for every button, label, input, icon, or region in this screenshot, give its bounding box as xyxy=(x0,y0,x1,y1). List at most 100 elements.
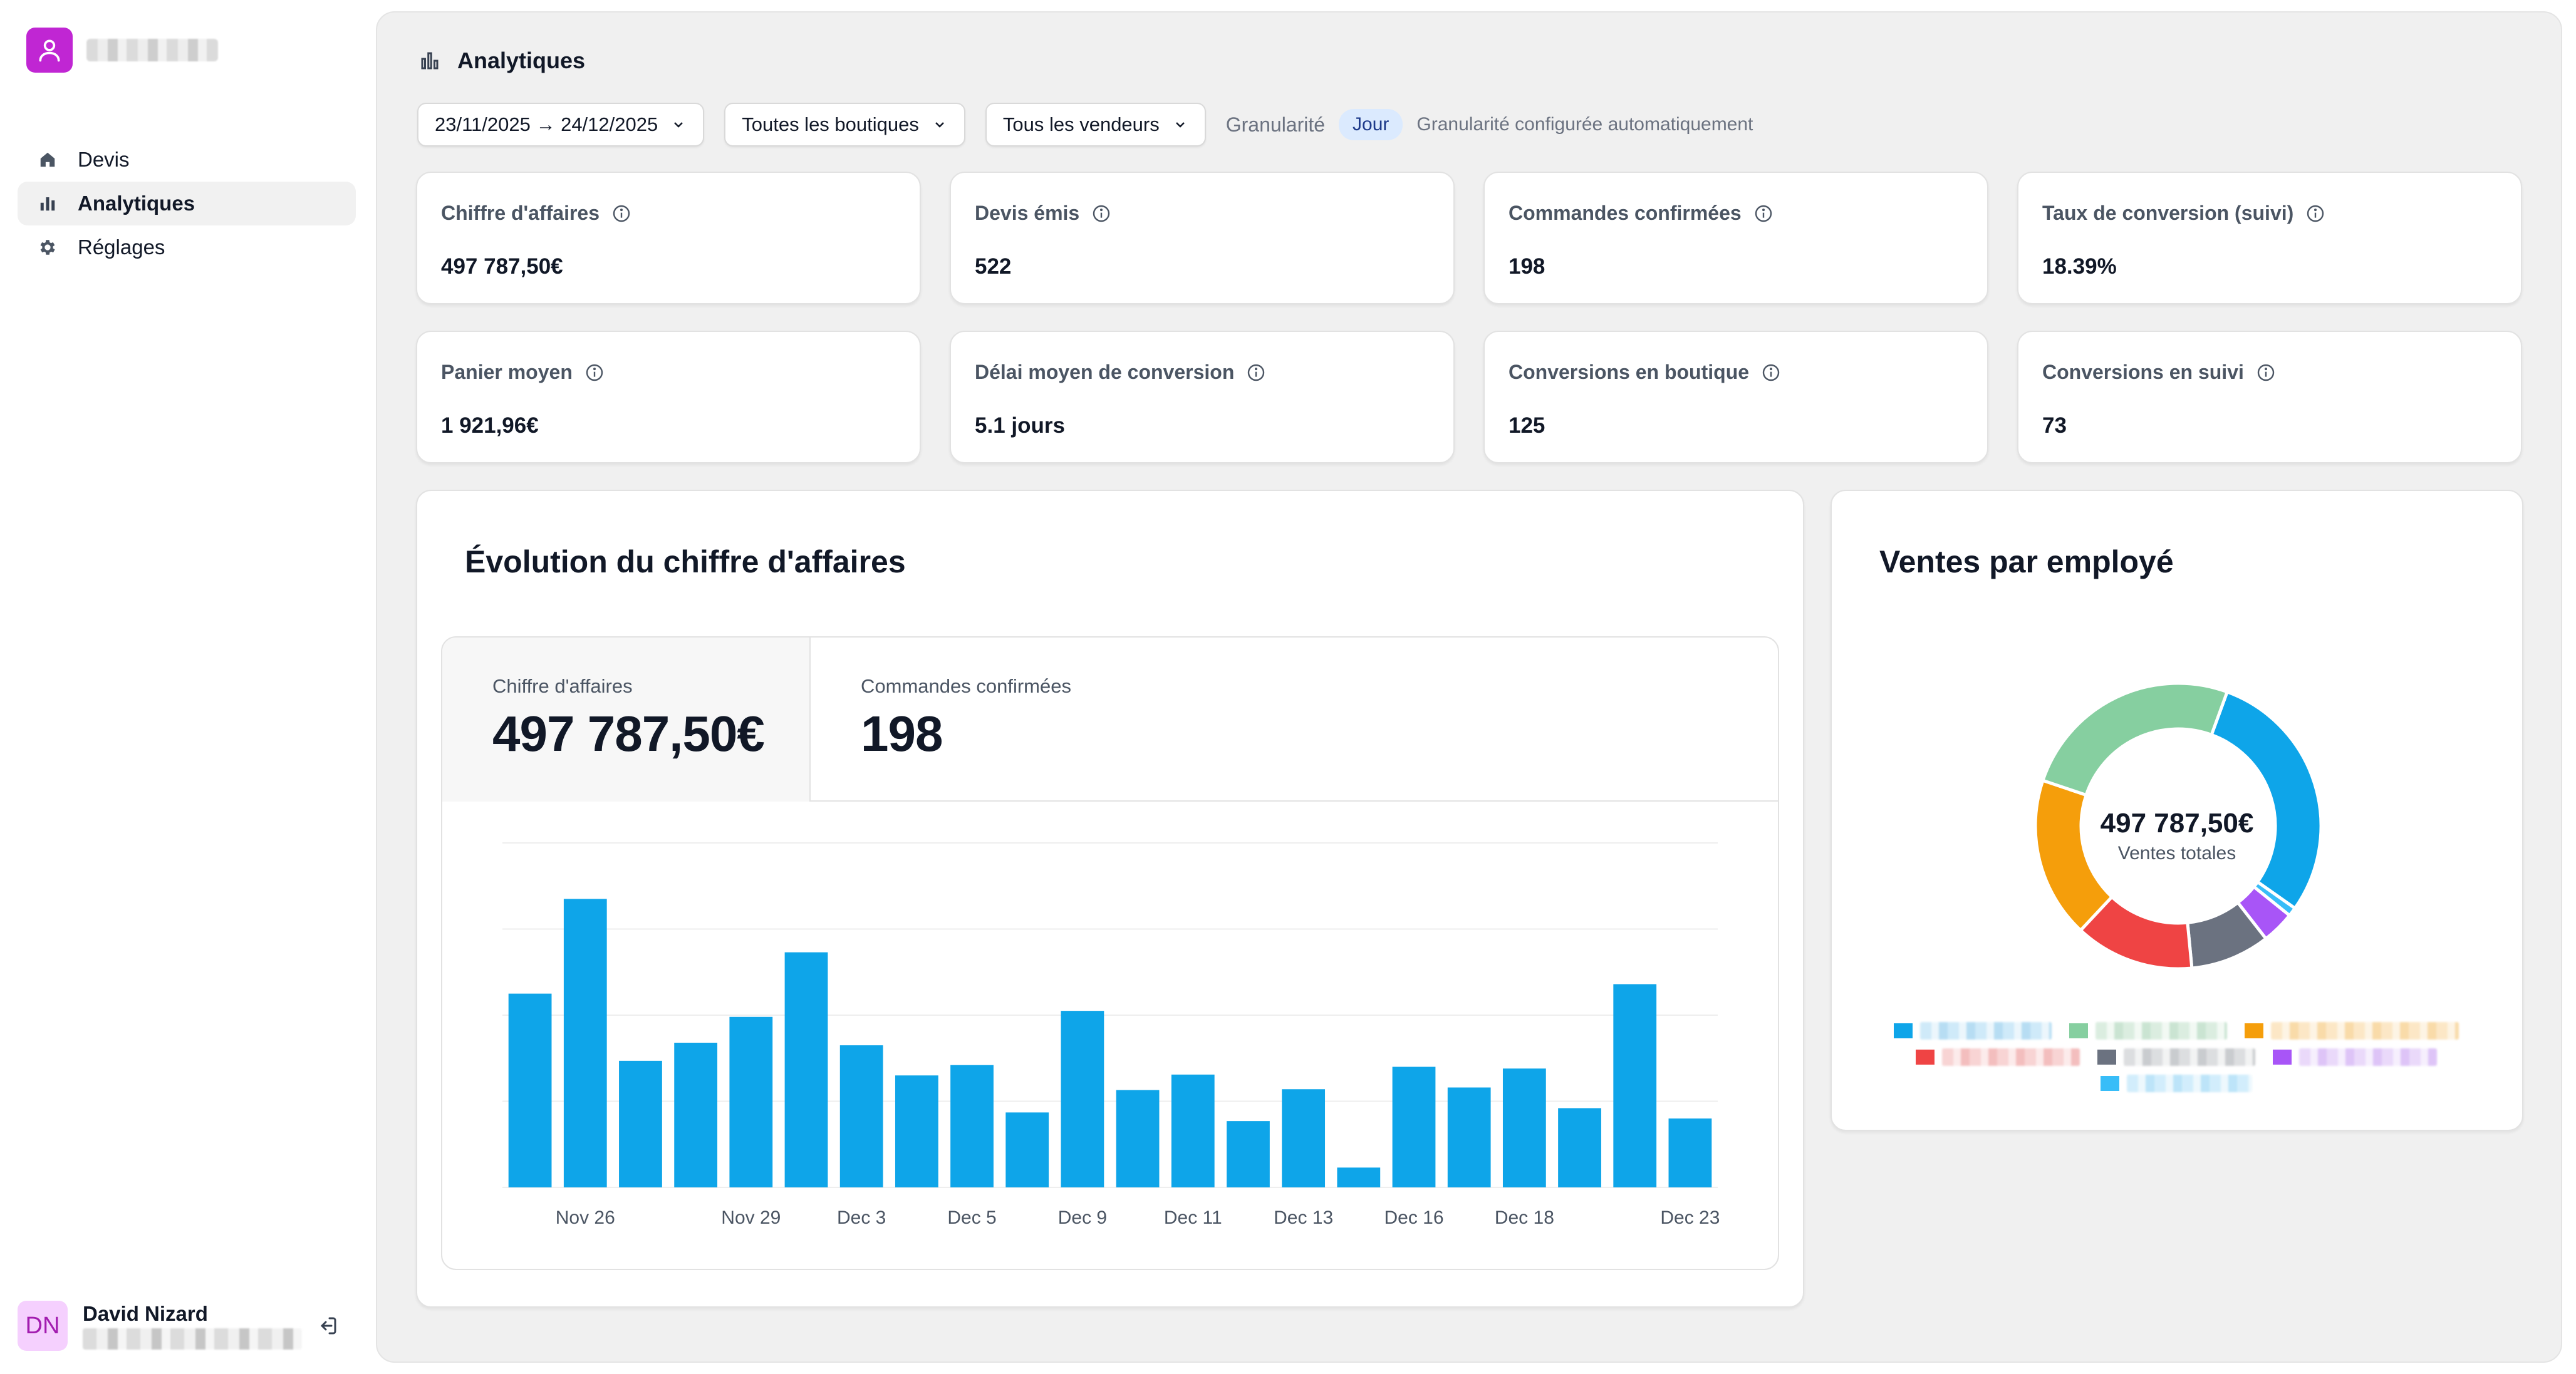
chart-bar[interactable] xyxy=(1447,1087,1491,1188)
x-tick-label: Dec 16 xyxy=(1384,1207,1443,1228)
chart-bar[interactable] xyxy=(1171,1074,1215,1187)
info-icon[interactable] xyxy=(1091,203,1112,224)
kpi-label: Délai moyen de conversion xyxy=(975,361,1235,383)
legend-item[interactable] xyxy=(1894,1022,2052,1040)
chart-bar[interactable] xyxy=(674,1043,718,1187)
kpi-value: 198 xyxy=(1509,254,1545,279)
brand[interactable] xyxy=(26,28,218,73)
metric-tabs: Chiffre d'affaires 497 787,50€ Commandes… xyxy=(442,638,1778,802)
date-range-select[interactable]: 23/11/2025 → 24/12/2025 xyxy=(417,103,705,147)
kpi-label: Conversions en suivi xyxy=(2042,361,2244,383)
x-tick-label: Dec 5 xyxy=(947,1207,996,1228)
chart-bar[interactable] xyxy=(1502,1068,1546,1187)
shop-select[interactable]: Toutes les boutiques xyxy=(724,103,965,147)
revenue-bar-chart: Nov 26 Nov 29 Dec 3 Dec 5 Dec 9 Dec 11 Dec 13 D… xyxy=(502,842,1720,1228)
chart-bar[interactable] xyxy=(1613,984,1657,1188)
granularity-note: Granularité configurée automatiquement xyxy=(1416,114,1753,135)
sales-donut-chart xyxy=(2033,681,2323,971)
chart-bar[interactable] xyxy=(1061,1011,1104,1187)
x-tick-label: Dec 13 xyxy=(1274,1207,1333,1228)
kpi-label: Commandes confirmées xyxy=(1509,202,1742,224)
granularity-badge: Jour xyxy=(1339,109,1403,140)
chart-bar[interactable] xyxy=(1392,1067,1436,1188)
chart-bar[interactable] xyxy=(784,952,828,1187)
x-tick-label: Nov 26 xyxy=(556,1207,615,1228)
sales-by-employee-card: Ventes par employé 497 787,50€ Ventes to… xyxy=(1831,490,2523,1131)
kpi-value: 1 921,96€ xyxy=(441,413,539,438)
chart-bar[interactable] xyxy=(895,1075,938,1187)
chart-bar[interactable] xyxy=(1227,1121,1270,1187)
granularity-label: Granularité xyxy=(1225,113,1326,136)
kpi-label: Taux de conversion (suivi) xyxy=(2042,202,2294,224)
donut-center-value: 497 787,50€ xyxy=(2100,808,2254,839)
home-icon xyxy=(36,148,59,171)
kpi-value: 125 xyxy=(1509,413,1545,438)
legend-item[interactable] xyxy=(2245,1022,2459,1040)
tab-revenue[interactable]: Chiffre d'affaires 497 787,50€ xyxy=(442,638,811,802)
user-profile[interactable]: DN David Nizard xyxy=(18,1298,356,1354)
x-tick-label: Dec 9 xyxy=(1058,1207,1107,1228)
sidebar-item-reglages[interactable]: Réglages xyxy=(18,225,356,269)
chart-bar[interactable] xyxy=(1005,1112,1049,1187)
kpi-label: Chiffre d'affaires xyxy=(441,202,600,224)
info-icon[interactable] xyxy=(2255,362,2277,383)
user-email xyxy=(83,1328,302,1350)
kpi-value: 18.39% xyxy=(2042,254,2117,279)
chevron-down-icon xyxy=(932,116,948,133)
filters-bar: 23/11/2025 → 24/12/2025 Toutes les bouti… xyxy=(417,103,1753,147)
sidebar-nav: Devis Analytiques Réglages xyxy=(18,138,356,269)
tab-value: 497 787,50€ xyxy=(492,706,765,762)
info-icon[interactable] xyxy=(611,203,632,224)
legend-item[interactable] xyxy=(2101,1075,2252,1092)
chart-bar[interactable] xyxy=(1558,1108,1601,1188)
sidebar-item-label: Analytiques xyxy=(78,192,195,215)
sidebar-item-devis[interactable]: Devis xyxy=(18,138,356,182)
user-icon xyxy=(26,28,73,73)
kpi-card-conversion-rate: Taux de conversion (suivi) 18.39% xyxy=(2017,172,2522,304)
logout-icon[interactable] xyxy=(313,1311,342,1340)
chart-bar[interactable] xyxy=(1337,1167,1381,1187)
donut-slice[interactable] xyxy=(2209,690,2323,911)
kpi-label: Conversions en boutique xyxy=(1509,361,1750,383)
avatar: DN xyxy=(18,1301,68,1351)
revenue-chart-card: Évolution du chiffre d'affaires Chiffre … xyxy=(416,490,1804,1308)
chart-bar[interactable] xyxy=(508,993,552,1187)
chart-bar[interactable] xyxy=(1282,1089,1326,1187)
kpi-value: 522 xyxy=(975,254,1012,279)
x-tick-label: Dec 11 xyxy=(1164,1207,1222,1228)
kpi-label: Devis émis xyxy=(975,202,1080,224)
brand-name xyxy=(86,39,218,61)
legend-item[interactable] xyxy=(2069,1022,2227,1040)
legend-item[interactable] xyxy=(2273,1048,2437,1066)
info-icon[interactable] xyxy=(1753,203,1774,224)
legend-item[interactable] xyxy=(2097,1048,2255,1066)
bar-chart-icon xyxy=(36,192,59,215)
kpi-value: 497 787,50€ xyxy=(441,254,563,279)
main-panel: Analytiques 23/11/2025 → 24/12/2025 Tout… xyxy=(376,11,2562,1363)
chart-bar[interactable] xyxy=(729,1016,773,1187)
chart-bar[interactable] xyxy=(1116,1090,1160,1187)
info-icon[interactable] xyxy=(1760,362,1782,383)
info-icon[interactable] xyxy=(2305,203,2326,224)
kpi-card-revenue: Chiffre d'affaires 497 787,50€ xyxy=(416,172,921,304)
seller-select[interactable]: Tous les vendeurs xyxy=(985,103,1206,147)
card-title: Ventes par employé xyxy=(1879,544,2174,579)
chart-bar[interactable] xyxy=(563,899,607,1187)
info-icon[interactable] xyxy=(584,362,605,383)
tab-label: Chiffre d'affaires xyxy=(492,675,633,697)
kpi-card-shop-conversions: Conversions en boutique 125 xyxy=(1483,331,1988,463)
chart-bar[interactable] xyxy=(839,1045,883,1187)
kpi-card-average-basket: Panier moyen 1 921,96€ xyxy=(416,331,921,463)
seller-select-value: Tous les vendeurs xyxy=(1002,113,1160,135)
donut-slice[interactable] xyxy=(2040,681,2230,797)
sidebar-item-analytiques[interactable]: Analytiques xyxy=(18,182,356,225)
bar-chart-icon xyxy=(417,48,442,73)
tab-orders[interactable]: Commandes confirmées 198 xyxy=(811,638,1179,802)
chart-bar[interactable] xyxy=(1668,1118,1712,1187)
legend-item[interactable] xyxy=(1916,1048,2080,1066)
chart-bar[interactable] xyxy=(619,1060,662,1187)
donut-center-label: Ventes totales xyxy=(2117,843,2236,864)
kpi-card-conversion-delay: Délai moyen de conversion 5.1 jours xyxy=(950,331,1455,463)
info-icon[interactable] xyxy=(1245,362,1267,383)
chart-bar[interactable] xyxy=(950,1065,994,1187)
